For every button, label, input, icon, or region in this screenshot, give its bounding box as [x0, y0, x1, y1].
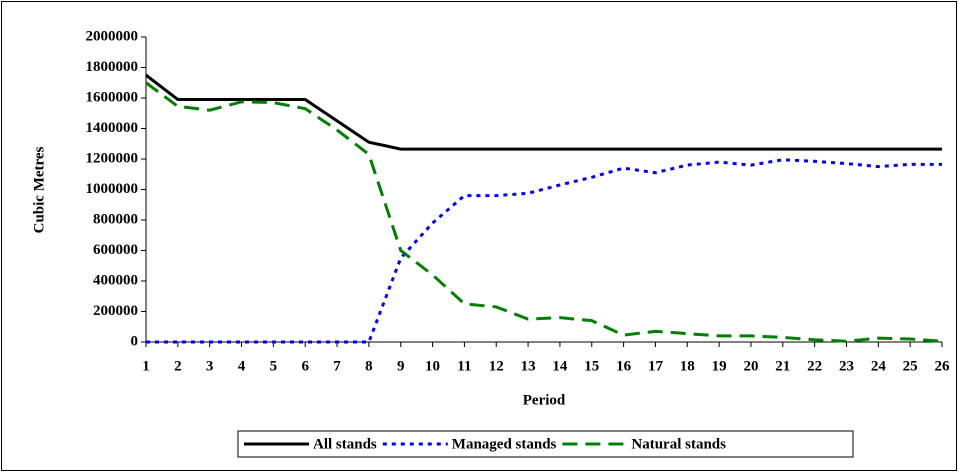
- series-line: [145, 73, 942, 151]
- x-tick-label: 14: [552, 358, 568, 374]
- y-tick-label: 2000000: [86, 28, 139, 44]
- legend-label: Natural stands: [631, 436, 726, 452]
- y-tick-label: 1800000: [86, 59, 139, 75]
- y-tick-label: 200000: [93, 303, 138, 319]
- x-tick-label: 17: [648, 358, 664, 374]
- x-tick-label: 5: [270, 358, 278, 374]
- y-axis-label: Cubic Metres: [31, 146, 47, 233]
- x-tick-label: 16: [616, 358, 632, 374]
- x-tick-label: 6: [301, 358, 309, 374]
- x-tick-label: 25: [903, 358, 918, 374]
- x-tick-label: 4: [238, 358, 246, 374]
- x-tick-label: 2: [174, 358, 182, 374]
- legend-label: All stands: [313, 436, 377, 452]
- y-tick-label: 1000000: [86, 181, 139, 197]
- x-tick-label: 26: [935, 358, 951, 374]
- x-tick-label: 1: [142, 358, 150, 374]
- y-tick-label: 400000: [93, 272, 138, 288]
- legend: [237, 430, 854, 458]
- x-tick-label: 23: [839, 358, 854, 374]
- y-tick-label: 0: [131, 333, 139, 349]
- y-tick-label: 1600000: [86, 89, 139, 105]
- x-tick-label: 18: [680, 358, 695, 374]
- legend-label: Managed stands: [452, 436, 557, 452]
- x-tick-label: 22: [807, 358, 822, 374]
- x-tick-label: 10: [425, 358, 440, 374]
- y-tick-label: 1200000: [86, 150, 139, 166]
- x-tick-label: 8: [365, 358, 373, 374]
- x-tick-label: 24: [871, 358, 887, 374]
- x-tick-label: 20: [743, 358, 758, 374]
- x-tick-label: 13: [521, 358, 536, 374]
- x-tick-label: 7: [333, 358, 341, 374]
- x-tick-label: 3: [206, 358, 214, 374]
- x-axis-label: Period: [523, 392, 566, 408]
- y-tick-label: 800000: [93, 211, 138, 227]
- x-tick-label: 12: [489, 358, 504, 374]
- y-tick-label: 600000: [93, 242, 138, 258]
- y-tick-label: 1400000: [86, 120, 139, 136]
- x-tick-label: 21: [775, 358, 790, 374]
- x-tick-label: 11: [457, 358, 471, 374]
- x-tick-label: 19: [712, 358, 727, 374]
- series-line: [145, 81, 943, 343]
- x-tick-label: 15: [584, 358, 599, 374]
- x-tick-label: 9: [397, 358, 405, 374]
